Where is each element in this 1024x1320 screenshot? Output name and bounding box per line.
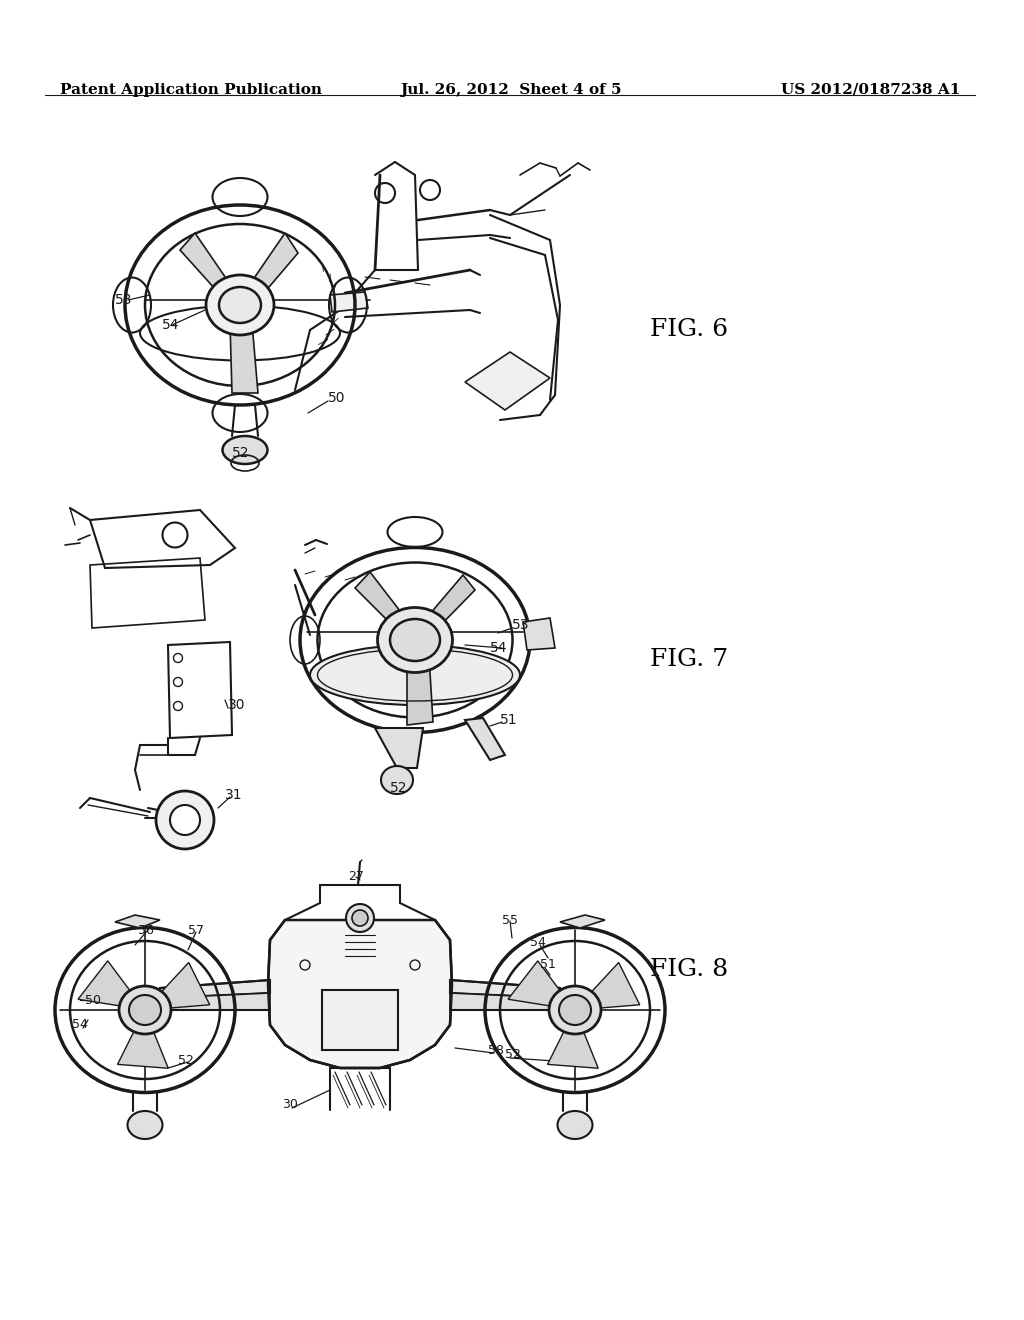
Polygon shape [180, 234, 232, 300]
Text: 54: 54 [162, 318, 179, 333]
Text: 54: 54 [490, 642, 508, 655]
Text: 53: 53 [512, 618, 529, 632]
Polygon shape [330, 292, 368, 312]
Text: FIG. 8: FIG. 8 [650, 958, 728, 982]
Ellipse shape [119, 986, 171, 1034]
Polygon shape [115, 915, 160, 928]
Polygon shape [160, 979, 270, 998]
Text: 57: 57 [188, 924, 204, 936]
Text: Patent Application Publication: Patent Application Publication [60, 83, 322, 96]
Text: 56: 56 [138, 924, 154, 936]
Ellipse shape [129, 995, 161, 1026]
Polygon shape [407, 656, 433, 725]
Polygon shape [156, 962, 210, 1008]
Text: 50: 50 [328, 391, 345, 405]
Text: 52: 52 [178, 1053, 194, 1067]
Ellipse shape [222, 436, 267, 465]
Text: US 2012/0187238 A1: US 2012/0187238 A1 [780, 83, 961, 96]
Polygon shape [508, 961, 564, 1007]
Text: 52: 52 [505, 1048, 521, 1061]
Polygon shape [230, 323, 258, 393]
Ellipse shape [390, 619, 440, 661]
Text: 55: 55 [502, 913, 518, 927]
Ellipse shape [381, 766, 413, 795]
Ellipse shape [156, 791, 214, 849]
Ellipse shape [206, 275, 274, 335]
Text: 52: 52 [232, 446, 250, 459]
Text: 54: 54 [530, 936, 546, 949]
Text: 54: 54 [72, 1019, 88, 1031]
Text: 30: 30 [282, 1098, 298, 1111]
Text: 27: 27 [348, 870, 364, 883]
Text: 52: 52 [390, 781, 408, 795]
Polygon shape [523, 618, 555, 649]
Text: 51: 51 [540, 958, 556, 972]
Polygon shape [465, 718, 505, 760]
Ellipse shape [378, 607, 453, 672]
Polygon shape [465, 352, 550, 411]
Ellipse shape [549, 986, 601, 1034]
Polygon shape [548, 1024, 598, 1068]
Polygon shape [118, 1024, 168, 1068]
Ellipse shape [170, 805, 200, 836]
Polygon shape [423, 576, 475, 635]
Ellipse shape [352, 909, 368, 927]
Polygon shape [586, 962, 640, 1008]
Ellipse shape [346, 904, 374, 932]
Polygon shape [450, 979, 560, 998]
Polygon shape [355, 572, 407, 634]
Polygon shape [450, 993, 563, 1010]
Polygon shape [268, 920, 452, 1068]
Text: 50: 50 [85, 994, 101, 1006]
Text: Jul. 26, 2012  Sheet 4 of 5: Jul. 26, 2012 Sheet 4 of 5 [400, 83, 622, 96]
Text: 53: 53 [115, 293, 132, 308]
Polygon shape [375, 729, 423, 768]
Ellipse shape [310, 645, 520, 705]
Text: FIG. 7: FIG. 7 [650, 648, 728, 672]
Text: 51: 51 [500, 713, 517, 727]
Text: 30: 30 [228, 698, 246, 711]
Text: FIG. 6: FIG. 6 [650, 318, 728, 342]
Text: 58: 58 [488, 1044, 504, 1056]
Ellipse shape [219, 286, 261, 323]
Ellipse shape [557, 1111, 593, 1139]
Ellipse shape [128, 1111, 163, 1139]
Polygon shape [322, 990, 398, 1049]
Polygon shape [157, 993, 270, 1010]
Text: 31: 31 [225, 788, 243, 803]
Polygon shape [248, 234, 298, 300]
Polygon shape [78, 961, 135, 1007]
Polygon shape [560, 915, 605, 928]
Ellipse shape [559, 995, 591, 1026]
